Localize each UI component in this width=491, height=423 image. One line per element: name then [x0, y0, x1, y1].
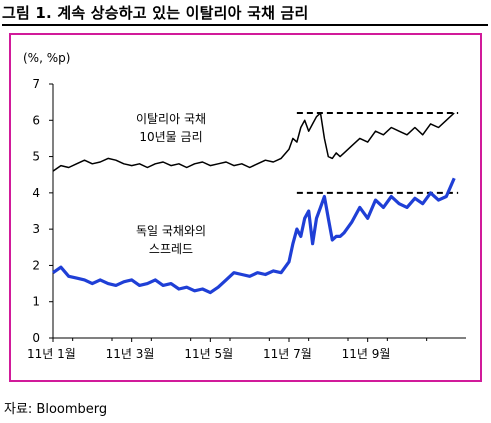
x-tick-label: 11년 5월: [184, 347, 233, 361]
series-annotation-text: 이탈리아 국채: [136, 112, 206, 126]
y-tick-label: 3: [32, 222, 40, 236]
source-note: 자료: Bloomberg: [4, 402, 108, 417]
x-tick-label: 11년 7월: [263, 347, 312, 361]
series-lines: [52, 112, 456, 295]
line-chart: (%, %p) 0 1 2 3 4 5 6 7 11년 1월 11년 3월 11년 5월 11년 7월…: [23, 51, 466, 361]
y-tick-label: 5: [32, 150, 40, 164]
series-annotation-text: 10년물 금리: [139, 130, 202, 144]
y-tick-label: 4: [32, 186, 40, 200]
y-tick-label: 2: [32, 258, 40, 272]
x-tick-label: 11년 1월: [27, 347, 76, 361]
x-tick-label: 11년 3월: [106, 347, 155, 361]
series-annotation-text: 스프레드: [149, 242, 193, 256]
x-tick-label: 11년 9월: [342, 347, 391, 361]
italy-10y-yield-line: [52, 112, 455, 172]
y-tick-label: 6: [32, 113, 40, 127]
y-tick-label: 1: [32, 295, 40, 309]
y-tick-label: 7: [32, 77, 40, 91]
title-underline: [2, 24, 488, 26]
y-axis-unit-label: (%, %p): [23, 51, 70, 65]
chart-frame: (%, %p) 0 1 2 3 4 5 6 7 11년 1월 11년 3월 11년 5월 11년 7월…: [9, 33, 482, 382]
figure-title: 그림 1. 계속 상승하고 있는 이탈리아 국채 금리: [2, 4, 309, 22]
spread-vs-germany-line: [52, 177, 456, 295]
series-annotation-text: 독일 국채와의: [136, 224, 206, 238]
y-tick-label: 0: [32, 331, 40, 345]
chart-axes: 0 1 2 3 4 5 6 7 11년 1월 11년 3월 11년 5월 11년 7월 11년 9월: [27, 77, 466, 361]
